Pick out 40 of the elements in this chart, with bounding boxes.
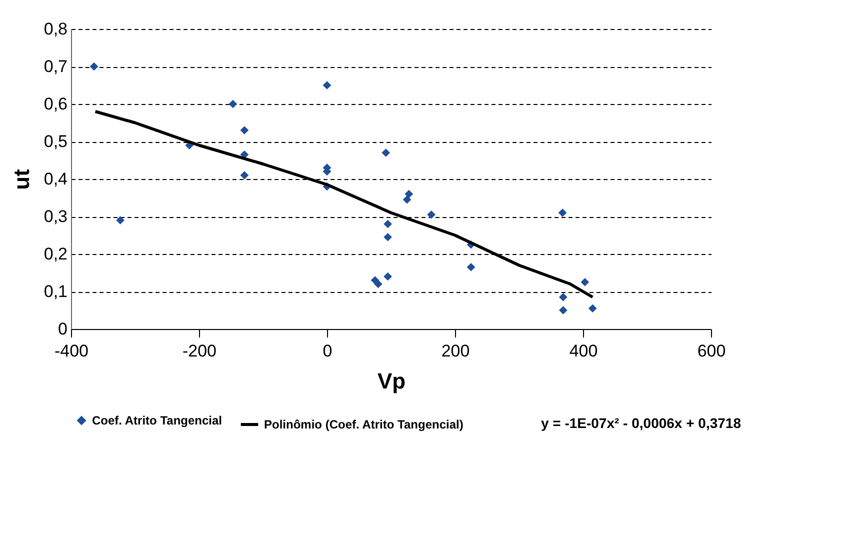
y-tick-label: 0,7 [44, 57, 68, 76]
text: y = -1E-07x² - 0,0006x + 0,3718 [540, 415, 742, 431]
point [384, 272, 392, 281]
point [322, 81, 332, 90]
x-tick-label: -200 [182, 342, 217, 360]
point [228, 100, 238, 108]
y-tick-label: 0,3 [44, 207, 68, 226]
y-tick-label: 0 [58, 320, 68, 338]
legend-label: Polinômio (Coef. Atrito Tangencial) [264, 418, 464, 432]
y-tick-label: 0,1 [44, 282, 68, 301]
point [382, 148, 390, 157]
point [374, 280, 382, 288]
y-tick-label: 0,5 [44, 132, 68, 151]
legend-label: Coef. Atrito Tangencial [92, 414, 222, 428]
x-tick-label: 400 [569, 342, 598, 360]
point [580, 278, 590, 286]
point [558, 292, 568, 302]
x-tick-label: 200 [441, 342, 470, 360]
x-tick-label: 0 [322, 342, 332, 360]
point [466, 262, 476, 272]
x-tick-label: 600 [697, 342, 726, 360]
point [558, 306, 568, 314]
y-tick-label: 0,8 [44, 20, 68, 38]
point [384, 232, 392, 242]
point [240, 171, 249, 180]
point [588, 304, 597, 313]
point [116, 216, 124, 224]
point [384, 220, 392, 228]
x-axis-title: Vp [377, 368, 406, 394]
y-tick-label: 0,6 [44, 94, 68, 114]
x-tick-label: -400 [54, 342, 89, 360]
point [558, 208, 567, 217]
point [90, 62, 98, 71]
y-tick-label: 0,4 [44, 170, 68, 188]
point [240, 126, 249, 134]
point [427, 210, 436, 219]
point [402, 195, 412, 204]
y-tick-label: 0,2 [44, 244, 68, 264]
y-axis-title: ut [8, 168, 34, 190]
point [404, 190, 414, 198]
